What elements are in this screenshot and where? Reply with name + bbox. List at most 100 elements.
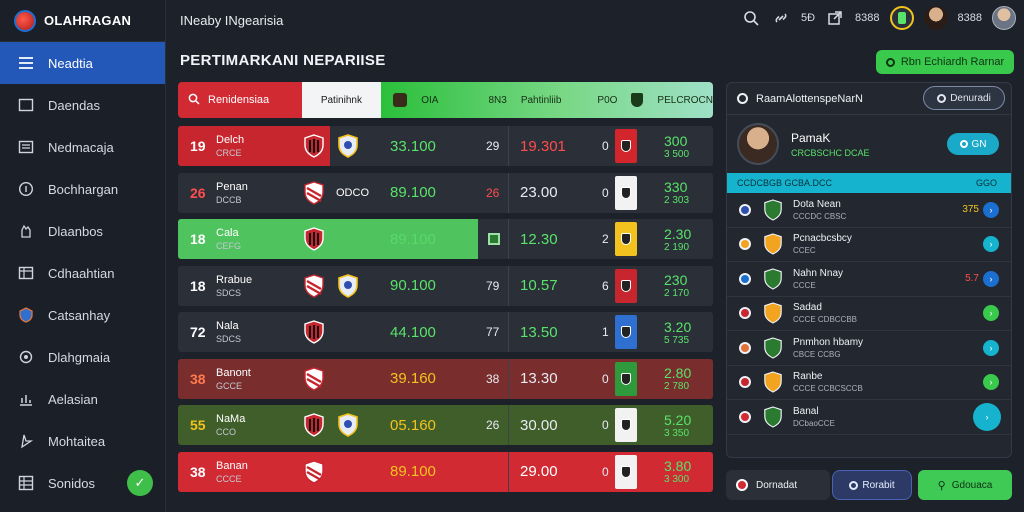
sidebar-item-9[interactable]: Mohtaitea bbox=[0, 420, 165, 462]
form-strip bbox=[615, 129, 637, 163]
sidebar-item-3[interactable]: Bochhargan bbox=[0, 168, 165, 210]
header-green-item[interactable]: PELCROCN bbox=[657, 94, 713, 106]
filter-icon bbox=[937, 93, 947, 103]
sidebar-item-label: Mohtaitea bbox=[48, 433, 106, 449]
sidebar-item-0[interactable]: Neadtia bbox=[0, 42, 165, 84]
table-row[interactable]: 72 Nala SDCS 44.100 77 13.50 1 3.20 5 735 bbox=[178, 312, 713, 352]
table-row[interactable]: 19 Delch CRCE 33.100 29 19.301 0 300 3 500 bbox=[178, 126, 713, 166]
header-green-item[interactable]: 8N3 bbox=[488, 94, 507, 106]
panel-item-sub: CCEC bbox=[793, 246, 816, 256]
header-green-item[interactable]: Pahtinliib bbox=[520, 94, 562, 106]
profile-name: PamaK bbox=[791, 130, 831, 145]
header-red-segment[interactable]: Renidensiaa bbox=[178, 82, 302, 118]
brand[interactable]: OLAHRAGAN bbox=[0, 0, 165, 42]
table-row[interactable]: 18 Cala CEFG 89.100 12.30 2 2.30 2 190 bbox=[178, 219, 713, 259]
form-strip bbox=[615, 222, 637, 256]
panel-item-action-icon[interactable]: › bbox=[983, 236, 999, 253]
panel-head-button[interactable]: Denuradi bbox=[923, 86, 1005, 110]
goals-cell: 5.20 3 350 bbox=[664, 405, 691, 445]
bottom-bar: Dornadat Rorabit ⚲ Gdouaca bbox=[726, 468, 1012, 502]
goals-cell: 3.80 3 300 bbox=[664, 452, 691, 492]
team-crest-icon bbox=[763, 199, 783, 221]
goals-value: 2.30 bbox=[664, 225, 692, 242]
list-icon bbox=[18, 140, 34, 154]
panel-list-item[interactable]: Dota Nean CCCDC CBSC 375 › bbox=[727, 193, 1011, 228]
header-green-item[interactable]: OIA bbox=[421, 94, 439, 106]
sidebar-item-6[interactable]: Catsanhay bbox=[0, 294, 165, 336]
team-name-cell: Penan DCCB bbox=[216, 173, 248, 213]
team-name-cell: Nala SDCS bbox=[216, 312, 241, 352]
standings-table: 19 Delch CRCE 33.100 29 19.301 0 300 3 500 26 Pena… bbox=[178, 126, 713, 498]
avatar[interactable] bbox=[992, 6, 1016, 30]
team-crest-icon bbox=[302, 126, 326, 166]
panel-item-action-icon[interactable]: › bbox=[983, 339, 999, 356]
table-row[interactable]: 18 Rrabue SDCS 90.100 79 10.57 6 230 2 170 bbox=[178, 265, 713, 306]
goals-cell: 3.20 5 735 bbox=[664, 312, 691, 352]
header-white-segment[interactable]: Patinihnk bbox=[301, 82, 382, 118]
team-sub: CCO bbox=[216, 427, 236, 437]
header-green-item[interactable]: P0O bbox=[597, 94, 618, 106]
check-badge-icon[interactable]: ✓ bbox=[127, 470, 153, 496]
sidebar-item-8[interactable]: Aelasian bbox=[0, 378, 165, 420]
panel-item-sub: CCCE CCBCSCCB bbox=[793, 384, 863, 394]
sidebar-item-label: Catsanhay bbox=[48, 307, 111, 323]
panel-list-item[interactable]: Pcnacbcsbcy CCEC › bbox=[727, 228, 1011, 262]
hand-icon bbox=[18, 224, 34, 238]
trophy-icon[interactable] bbox=[889, 6, 914, 30]
sidebar-item-2[interactable]: Nedmacaja bbox=[0, 126, 165, 168]
panel-item-sub: CBCE CCBG bbox=[793, 349, 841, 359]
panel-item-action-icon[interactable]: › bbox=[983, 374, 999, 391]
table-row[interactable]: 38 Banont GCCE 39.160 38 13.30 0 2.80 2 780 bbox=[178, 358, 713, 399]
profile-card[interactable]: PamaK CRCBSCHC DCAE GN bbox=[727, 115, 1011, 173]
panel-item-name: Nahn Nnay bbox=[793, 267, 844, 279]
sidebar: OLAHRAGAN Neadtia Daendas Nedmacaja Bochhar… bbox=[0, 0, 166, 512]
link-icon[interactable] bbox=[771, 8, 791, 28]
mini-crest-icon bbox=[621, 140, 631, 152]
search-icon[interactable] bbox=[741, 8, 761, 28]
page-title: PERTIMARKANI NEPARIISE bbox=[180, 52, 386, 69]
column-divider bbox=[508, 219, 509, 259]
user-avatar[interactable] bbox=[923, 6, 948, 30]
primary-action-button[interactable]: Rbn Echiardh Rarnar bbox=[876, 50, 1014, 74]
star-icon bbox=[737, 271, 753, 287]
table-row[interactable]: 26 Penan DCCB ODCO 89.100 26 23.00 0 330 2 303 bbox=[178, 172, 713, 213]
table-row[interactable]: 38 Banan CCCE 89.100 29.00 0 3.80 3 300 bbox=[178, 451, 713, 492]
plus-icon bbox=[849, 480, 859, 490]
panel-list-item[interactable]: Sadad CCCE CDBCCBB › bbox=[727, 297, 1011, 331]
panel-item-action-icon[interactable]: › bbox=[973, 402, 1001, 431]
played-value: 77 bbox=[486, 325, 500, 339]
sidebar-item-4[interactable]: Dlaanbos bbox=[0, 210, 165, 252]
goals-value: 330 bbox=[664, 179, 688, 195]
sidebar-item-10[interactable]: Sonidos ✓ bbox=[0, 462, 165, 504]
panel-item-action-icon[interactable]: › bbox=[983, 270, 999, 287]
panel-list-item[interactable]: Ranbe CCCE CCBCSCCB › bbox=[727, 366, 1011, 400]
panel-list-item[interactable]: Pnmhon hbamy CBCE CCBG › bbox=[727, 331, 1011, 366]
team-name-cell: Banan CCCE bbox=[216, 452, 248, 492]
team-name: Nala bbox=[216, 320, 239, 332]
panel-item-action-icon[interactable]: › bbox=[983, 305, 999, 322]
horse-icon bbox=[393, 93, 408, 107]
sidebar-item-1[interactable]: Daendas bbox=[0, 84, 165, 126]
check-icon bbox=[488, 219, 500, 259]
brand-name: OLAHRAGAN bbox=[44, 13, 132, 28]
eye-icon bbox=[885, 57, 895, 67]
played-value: 38 bbox=[486, 371, 500, 386]
sidebar-item-5[interactable]: Cdhaahtian bbox=[0, 252, 165, 294]
team-name-cell: Cala CEFG bbox=[216, 219, 241, 259]
profile-pill-button[interactable]: GN bbox=[947, 133, 999, 155]
panel-list-item[interactable]: Banal DCbaoCCE › bbox=[727, 400, 1011, 435]
goals-cell: 230 2 170 bbox=[664, 266, 689, 306]
rank: 55 bbox=[190, 417, 206, 433]
primary-button[interactable]: ⚲ Gdouaca bbox=[918, 470, 1012, 500]
secondary-button[interactable]: Rorabit bbox=[832, 470, 912, 500]
panel-item-sub: DCbaoCCE bbox=[793, 418, 835, 428]
score-value: 30.00 bbox=[520, 416, 558, 434]
external-icon[interactable] bbox=[825, 8, 845, 28]
panel-list-item[interactable]: Nahn Nnay CCCE 5.7 › bbox=[727, 262, 1011, 297]
bottom-label[interactable]: Dornadat bbox=[726, 470, 830, 500]
bottom-label-text: Dornadat bbox=[756, 479, 798, 491]
panel-item-value: 375 bbox=[962, 204, 979, 216]
panel-item-action-icon[interactable]: › bbox=[983, 201, 999, 218]
table-row[interactable]: 55 NaMa CCO 05.160 26 30.00 0 5.20 3 350 bbox=[178, 405, 713, 445]
sidebar-item-7[interactable]: Dlahgmaia bbox=[0, 336, 165, 378]
